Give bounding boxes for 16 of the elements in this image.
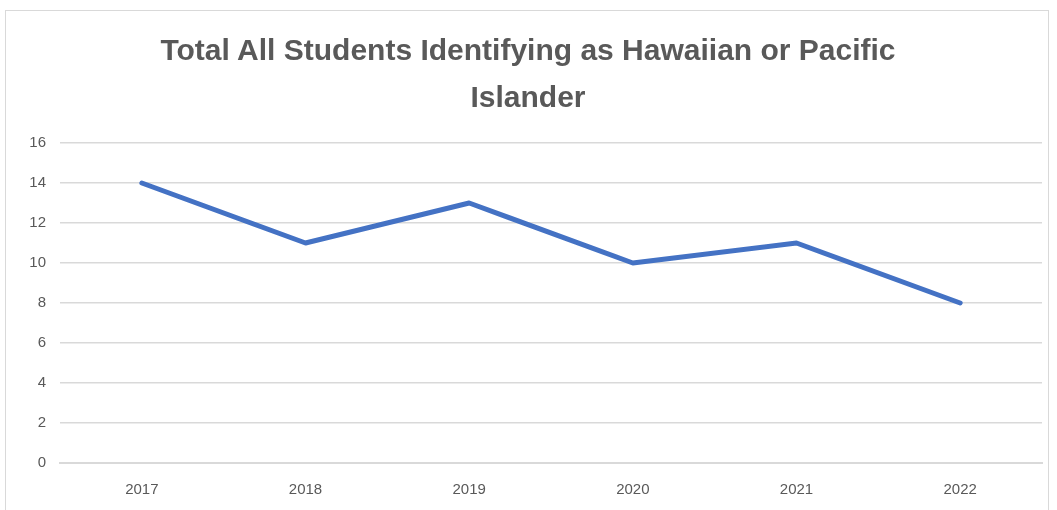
y-tick-label: 14 bbox=[29, 173, 46, 191]
y-tick-label: 0 bbox=[37, 453, 46, 471]
chart-title: Total All Students Identifying as Hawaiian or Pacific Islander bbox=[159, 32, 897, 115]
y-tick-label: 2 bbox=[37, 413, 46, 431]
y-tick-label: 6 bbox=[37, 333, 46, 351]
y-tick-label: 10 bbox=[29, 253, 46, 271]
x-tick-label: 2022 bbox=[943, 480, 977, 498]
x-tick-label: 2019 bbox=[452, 480, 486, 498]
x-tick-label: 2021 bbox=[779, 480, 814, 498]
x-tick-label: 2018 bbox=[288, 480, 323, 498]
x-tick-label: 2020 bbox=[616, 480, 650, 498]
y-tick-label: 8 bbox=[37, 293, 46, 311]
x-tick-label: 2017 bbox=[125, 480, 159, 498]
y-tick-label: 4 bbox=[37, 373, 46, 391]
y-tick-label: 12 bbox=[29, 213, 46, 231]
y-tick-label: 16 bbox=[29, 133, 46, 151]
